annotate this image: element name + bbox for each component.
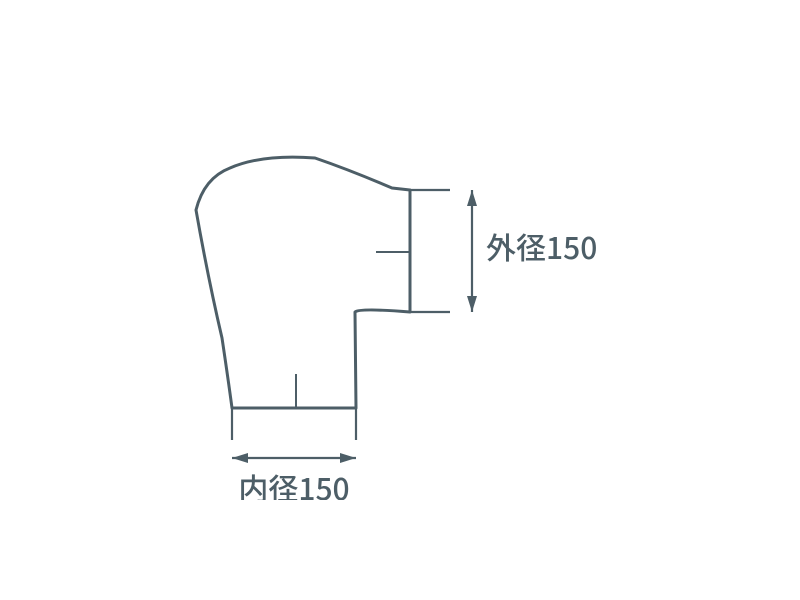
figure-svg: 外径150 内径150 bbox=[140, 100, 660, 500]
dimension-arrowhead bbox=[467, 190, 477, 206]
dimension-arrowhead bbox=[340, 453, 356, 463]
dimension-arrowhead bbox=[467, 296, 477, 312]
dimensioned-elbow-figure: 外径150 内径150 bbox=[140, 100, 660, 500]
inner-diameter-label: 内径150 bbox=[238, 465, 349, 500]
outer-diameter-label: 外径150 bbox=[486, 224, 597, 268]
elbow-outline bbox=[196, 157, 410, 408]
dimension-arrowhead bbox=[232, 453, 248, 463]
